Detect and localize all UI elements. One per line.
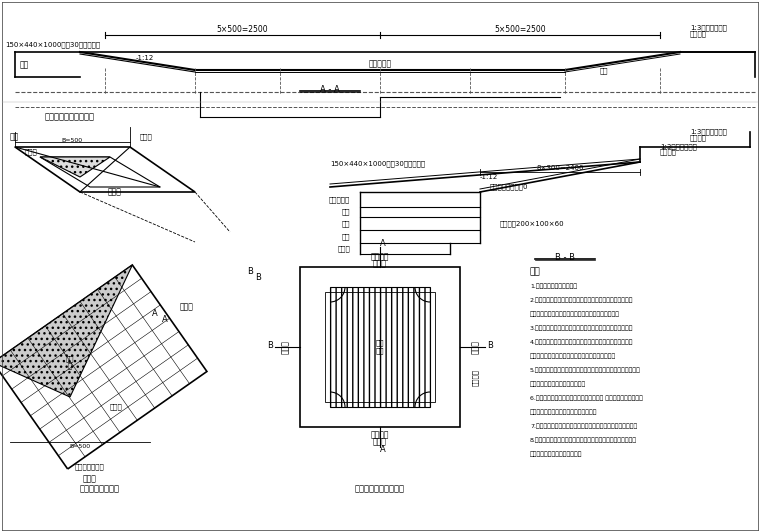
Text: 150×440×1000机械30号主乃围栏: 150×440×1000机械30号主乃围栏	[330, 161, 425, 167]
Text: 4.三面坡坡石基础建用无迟缓慢慢挡化零伤的人在被，人在慢: 4.三面坡坡石基础建用无迟缓慢慢挡化零伤的人在被，人在慢	[530, 339, 634, 345]
Text: B - B: B - B	[555, 253, 575, 262]
Polygon shape	[40, 157, 110, 177]
Text: B=500: B=500	[62, 137, 83, 143]
Text: 慢头保整的后置成路路口的机制已缓慢。: 慢头保整的后置成路路口的机制已缓慢。	[530, 409, 597, 415]
Text: 平横道路: 平横道路	[690, 31, 707, 37]
Text: A: A	[152, 310, 158, 319]
Text: 路路石: 路路石	[83, 475, 97, 484]
Text: B: B	[487, 340, 493, 350]
Text: 车行道路面: 车行道路面	[329, 196, 350, 203]
Text: -1:12: -1:12	[480, 174, 499, 180]
Text: 路面
路面: 路面 路面	[375, 340, 385, 354]
Text: 1.图中尺寸单位均为毫米。: 1.图中尺寸单位均为毫米。	[530, 283, 577, 289]
Text: 人行道: 人行道	[470, 340, 480, 354]
Text: 路石坡路: 路石坡路	[472, 369, 479, 386]
Text: 7.慢石坡坡坡有有量，人行道横道贯穿横侧基础侧前段上绑则。: 7.慢石坡坡坡有有量，人行道横道贯穿横侧基础侧前段上绑则。	[530, 423, 637, 429]
Text: B=500: B=500	[69, 445, 90, 450]
Text: 人行道路: 人行道路	[371, 253, 389, 262]
Text: 橡胶砖坡平道路: 橡胶砖坡平道路	[75, 464, 105, 470]
Text: 路石: 路石	[10, 132, 19, 142]
Text: 人行道: 人行道	[373, 437, 387, 446]
Text: 彩色砖块200×100×60: 彩色砖块200×100×60	[500, 221, 565, 227]
Text: 残疾人坡道: 残疾人坡道	[369, 60, 391, 69]
Text: 基层: 基层	[341, 220, 350, 227]
Text: 三面坡坡石首面透视图: 三面坡坡石首面透视图	[45, 112, 95, 121]
Text: B: B	[267, 340, 273, 350]
Text: 垫层: 垫层	[341, 233, 350, 240]
Text: 2.本图所干路口范围是人行便道处设置残疾人通道彩色砖铺的: 2.本图所干路口范围是人行便道处设置残疾人通道彩色砖铺的	[530, 297, 634, 303]
Text: 坡度: 坡度	[600, 68, 609, 74]
Bar	[300, 267, 460, 427]
Text: 5×500=2500: 5×500=2500	[216, 26, 268, 35]
Text: 5.平横客量在是路段交叉叉路基道路新干道中人行道及人行便横轴: 5.平横客量在是路段交叉叉路基道路新干道中人行道及人行便横轴	[530, 367, 641, 373]
Text: 平横道路: 平横道路	[690, 135, 707, 142]
Text: B: B	[255, 272, 261, 281]
Text: 1:3水泥砂浆道路: 1:3水泥砂浆道路	[660, 144, 697, 151]
Text: 构做法，根据多第三地市建筑总为工商标准及人地做。: 构做法，根据多第三地市建筑总为工商标准及人地做。	[530, 311, 620, 317]
Text: 5×500=2500: 5×500=2500	[494, 26, 546, 35]
Bar	[325, 292, 435, 402]
Text: A: A	[380, 445, 386, 454]
Text: B: B	[247, 268, 253, 277]
Text: 路路石: 路路石	[110, 404, 123, 410]
Text: 路石: 路石	[20, 61, 29, 70]
Text: 人行道: 人行道	[108, 187, 122, 196]
Text: 人行道: 人行道	[280, 340, 290, 354]
Text: 路缘石: 路缘石	[180, 303, 194, 312]
Text: 平面铺装石示意图: 平面铺装石示意图	[80, 485, 120, 494]
Polygon shape	[0, 265, 132, 397]
Text: 西侧均坐人有基横横横横横横。: 西侧均坐人有基横横横横横横。	[530, 451, 582, 457]
Text: 1:3水泥砂浆道路: 1:3水泥砂浆道路	[690, 24, 727, 31]
Text: 路缘石: 路缘石	[25, 149, 38, 155]
Text: 铺铺装及路口口的交铺铺装等处。: 铺铺装及路口口的交铺铺装等处。	[530, 381, 586, 387]
Text: 底基层: 底基层	[337, 245, 350, 252]
Text: 1:3水泥砂浆道路: 1:3水泥砂浆道路	[690, 129, 727, 135]
Text: 平横道路: 平横道路	[660, 149, 677, 155]
Bar	[330, 287, 430, 407]
Text: -1:12: -1:12	[136, 55, 154, 61]
Text: 8.慢平坡横通人行慢慢横缓，慢慢横慢结合与人行横向则道，东: 8.慢平坡横通人行慢慢横缓，慢慢横慢结合与人行横向则道，东	[530, 437, 637, 443]
Text: 橡胶砖坡平坡路：0: 橡胶砖坡平坡路：0	[490, 184, 528, 190]
Text: 面层: 面层	[341, 209, 350, 215]
Text: 说明: 说明	[530, 268, 541, 277]
Text: 人行道: 人行道	[373, 260, 387, 269]
Text: 人行道路: 人行道路	[371, 430, 389, 439]
Text: 150×440×1000机械30号主乃围栏: 150×440×1000机械30号主乃围栏	[5, 41, 100, 48]
Text: 三面坡坡石平面示意图: 三面坡坡石平面示意图	[355, 485, 405, 494]
Text: 3.所有道路叉叉路口均应对面铺装残疾人通道彩石铺装石铺。: 3.所有道路叉叉路口均应对面铺装残疾人通道彩石铺装石铺。	[530, 325, 634, 331]
Text: 路路石: 路路石	[140, 134, 153, 140]
Text: 6.在人行横道与普石砖坡道及不弄弄乘水口 和市共常，节慢路修动: 6.在人行横道与普石砖坡道及不弄弄乘水口 和市共常，节慢路修动	[530, 395, 643, 401]
Text: 人行
道: 人行 道	[66, 355, 74, 369]
Text: A: A	[380, 239, 386, 248]
Text: A: A	[162, 314, 168, 323]
Text: 与钻石内则进展慢慢停建快慢制，进平慢慢石铺装。: 与钻石内则进展慢慢停建快慢制，进平慢慢石铺装。	[530, 353, 616, 359]
Text: A - A: A - A	[320, 85, 340, 94]
Text: 8×300=2400: 8×300=2400	[537, 165, 584, 171]
